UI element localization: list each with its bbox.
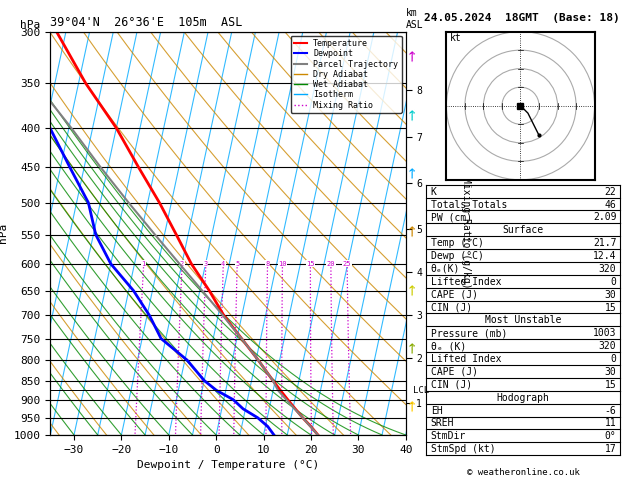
Text: 24.05.2024  18GMT  (Base: 18): 24.05.2024 18GMT (Base: 18) [424,13,620,23]
Text: kt: kt [450,33,462,43]
Text: 320: 320 [599,264,616,274]
Text: Pressure (mb): Pressure (mb) [431,329,507,338]
Text: StmSpd (kt): StmSpd (kt) [431,444,496,454]
Text: LCL: LCL [413,386,429,395]
Text: Hodograph: Hodograph [496,393,550,403]
Text: Totals Totals: Totals Totals [431,199,507,209]
Text: 320: 320 [599,341,616,351]
Text: 46: 46 [604,199,616,209]
Text: 1003: 1003 [593,329,616,338]
X-axis label: Dewpoint / Temperature (°C): Dewpoint / Temperature (°C) [137,460,319,470]
Text: 15: 15 [604,302,616,312]
Text: CAPE (J): CAPE (J) [431,367,478,377]
Text: $\nearrow$: $\nearrow$ [402,340,422,360]
Text: 12.4: 12.4 [593,251,616,261]
Text: 15: 15 [604,380,616,390]
Text: 25: 25 [343,261,352,267]
Text: 11: 11 [604,418,616,429]
Text: Lifted Index: Lifted Index [431,277,501,287]
Legend: Temperature, Dewpoint, Parcel Trajectory, Dry Adiabat, Wet Adiabat, Isotherm, Mi: Temperature, Dewpoint, Parcel Trajectory… [291,36,401,113]
Text: EH: EH [431,405,443,416]
Text: Temp (°C): Temp (°C) [431,238,484,248]
Text: $\nearrow$: $\nearrow$ [402,165,422,185]
Text: 20: 20 [326,261,335,267]
Text: 2.09: 2.09 [593,212,616,223]
Text: Lifted Index: Lifted Index [431,354,501,364]
Text: $\nearrow$: $\nearrow$ [402,223,422,243]
Text: 15: 15 [306,261,314,267]
Text: 30: 30 [604,367,616,377]
Text: Dewp (°C): Dewp (°C) [431,251,484,261]
Text: 5: 5 [235,261,239,267]
Text: 21.7: 21.7 [593,238,616,248]
Text: 8: 8 [265,261,270,267]
Text: km
ASL: km ASL [406,8,423,30]
Text: SREH: SREH [431,418,454,429]
Text: CAPE (J): CAPE (J) [431,290,478,300]
Text: $\nearrow$: $\nearrow$ [402,398,422,418]
Text: 30: 30 [604,290,616,300]
Text: θₑ (K): θₑ (K) [431,341,466,351]
Text: 10: 10 [278,261,287,267]
Y-axis label: Mixing Ratio (g/kg): Mixing Ratio (g/kg) [460,177,470,289]
Text: 3: 3 [204,261,208,267]
Y-axis label: hPa: hPa [0,223,8,243]
Text: 0°: 0° [604,432,616,441]
Text: © weatheronline.co.uk: © weatheronline.co.uk [467,468,579,477]
Text: hPa: hPa [20,19,40,30]
Text: θₑ(K): θₑ(K) [431,264,460,274]
Text: Most Unstable: Most Unstable [485,315,561,326]
Text: 17: 17 [604,444,616,454]
Text: 22: 22 [604,187,616,197]
Text: $\nearrow$: $\nearrow$ [402,106,422,127]
Text: 2: 2 [180,261,184,267]
Text: $\nearrow$: $\nearrow$ [402,281,422,302]
Text: PW (cm): PW (cm) [431,212,472,223]
Text: $\nearrow$: $\nearrow$ [402,48,422,69]
Text: 1: 1 [142,261,146,267]
Text: CIN (J): CIN (J) [431,302,472,312]
Text: K: K [431,187,437,197]
Text: 0: 0 [611,277,616,287]
Text: 4: 4 [221,261,225,267]
Text: 39°04'N  26°36'E  105m  ASL: 39°04'N 26°36'E 105m ASL [50,16,243,29]
Text: 0: 0 [611,354,616,364]
Text: -6: -6 [604,405,616,416]
Text: StmDir: StmDir [431,432,466,441]
Text: Surface: Surface [503,225,543,235]
Text: CIN (J): CIN (J) [431,380,472,390]
